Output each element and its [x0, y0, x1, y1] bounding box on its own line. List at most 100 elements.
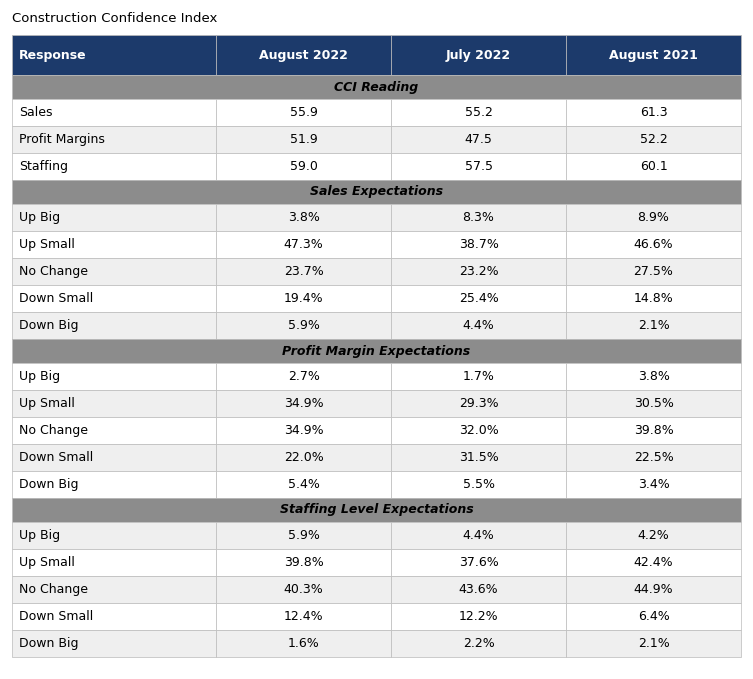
- Text: August 2022: August 2022: [259, 48, 348, 62]
- Bar: [216, 390, 391, 417]
- Bar: [12, 126, 216, 153]
- Bar: [12, 180, 741, 204]
- Bar: [12, 549, 216, 576]
- Text: 47.5: 47.5: [465, 133, 492, 146]
- Bar: [566, 363, 741, 390]
- Text: 23.2%: 23.2%: [459, 265, 498, 278]
- Text: 30.5%: 30.5%: [633, 397, 673, 410]
- Bar: [12, 444, 216, 471]
- Text: 40.3%: 40.3%: [284, 583, 324, 596]
- Text: 2.2%: 2.2%: [462, 637, 495, 650]
- Bar: [12, 99, 216, 126]
- Text: July 2022: July 2022: [446, 48, 511, 62]
- Bar: [566, 603, 741, 630]
- Bar: [391, 231, 566, 258]
- Bar: [391, 417, 566, 444]
- Bar: [566, 390, 741, 417]
- Text: Down Small: Down Small: [19, 451, 93, 464]
- Text: 44.9%: 44.9%: [634, 583, 673, 596]
- Text: 5.5%: 5.5%: [462, 478, 495, 491]
- Text: 27.5%: 27.5%: [633, 265, 673, 278]
- Text: 22.5%: 22.5%: [633, 451, 673, 464]
- Bar: [391, 204, 566, 231]
- Text: Sales Expectations: Sales Expectations: [310, 185, 443, 198]
- Text: 12.4%: 12.4%: [284, 610, 323, 623]
- Bar: [391, 390, 566, 417]
- Text: 5.9%: 5.9%: [288, 319, 319, 332]
- Text: No Change: No Change: [19, 583, 88, 596]
- Bar: [566, 258, 741, 285]
- Text: 5.4%: 5.4%: [288, 478, 319, 491]
- Bar: [566, 153, 741, 180]
- Bar: [391, 444, 566, 471]
- Text: 32.0%: 32.0%: [459, 424, 498, 437]
- Bar: [391, 99, 566, 126]
- Text: 39.8%: 39.8%: [284, 556, 324, 569]
- Bar: [12, 522, 216, 549]
- Text: 1.6%: 1.6%: [288, 637, 319, 650]
- Bar: [391, 522, 566, 549]
- Text: 39.8%: 39.8%: [633, 424, 673, 437]
- Text: 1.7%: 1.7%: [462, 370, 495, 383]
- Text: 37.6%: 37.6%: [459, 556, 498, 569]
- Text: 4.4%: 4.4%: [462, 529, 495, 542]
- Text: Down Big: Down Big: [19, 319, 78, 332]
- Text: 5.9%: 5.9%: [288, 529, 319, 542]
- Bar: [12, 204, 216, 231]
- Bar: [391, 363, 566, 390]
- Text: 59.0: 59.0: [290, 160, 318, 173]
- Text: Up Big: Up Big: [19, 370, 60, 383]
- Bar: [12, 258, 216, 285]
- Text: 19.4%: 19.4%: [284, 292, 323, 305]
- Bar: [12, 339, 741, 363]
- Text: No Change: No Change: [19, 265, 88, 278]
- Text: 14.8%: 14.8%: [633, 292, 673, 305]
- Text: CCI Reading: CCI Reading: [334, 81, 419, 94]
- Text: 3.8%: 3.8%: [288, 211, 319, 224]
- Text: 60.1: 60.1: [639, 160, 667, 173]
- Text: 2.7%: 2.7%: [288, 370, 319, 383]
- Bar: [216, 444, 391, 471]
- Text: 8.9%: 8.9%: [638, 211, 669, 224]
- Bar: [216, 576, 391, 603]
- Text: Up Big: Up Big: [19, 211, 60, 224]
- Text: Profit Margins: Profit Margins: [19, 133, 105, 146]
- Bar: [12, 390, 216, 417]
- Text: 4.2%: 4.2%: [638, 529, 669, 542]
- Text: Up Small: Up Small: [19, 397, 75, 410]
- Text: 22.0%: 22.0%: [284, 451, 324, 464]
- Bar: [12, 417, 216, 444]
- Text: 34.9%: 34.9%: [284, 424, 323, 437]
- Text: Down Big: Down Big: [19, 478, 78, 491]
- Text: Down Small: Down Small: [19, 292, 93, 305]
- Text: 23.7%: 23.7%: [284, 265, 324, 278]
- Bar: [391, 549, 566, 576]
- Text: 55.9: 55.9: [290, 106, 318, 119]
- Bar: [216, 258, 391, 285]
- Bar: [566, 522, 741, 549]
- Text: 25.4%: 25.4%: [459, 292, 498, 305]
- Bar: [391, 258, 566, 285]
- Bar: [216, 417, 391, 444]
- Bar: [216, 549, 391, 576]
- Text: 47.3%: 47.3%: [284, 238, 324, 251]
- Text: Staffing Level Expectations: Staffing Level Expectations: [279, 504, 474, 517]
- Text: 46.6%: 46.6%: [634, 238, 673, 251]
- Bar: [391, 35, 566, 75]
- Bar: [391, 576, 566, 603]
- Bar: [566, 231, 741, 258]
- Bar: [216, 99, 391, 126]
- Bar: [12, 363, 216, 390]
- Bar: [566, 444, 741, 471]
- Bar: [12, 630, 216, 657]
- Bar: [566, 312, 741, 339]
- Bar: [12, 498, 741, 522]
- Bar: [216, 153, 391, 180]
- Bar: [216, 630, 391, 657]
- Bar: [216, 285, 391, 312]
- Bar: [12, 35, 216, 75]
- Text: August 2021: August 2021: [609, 48, 698, 62]
- Text: 55.2: 55.2: [465, 106, 492, 119]
- Bar: [216, 363, 391, 390]
- Text: Sales: Sales: [19, 106, 53, 119]
